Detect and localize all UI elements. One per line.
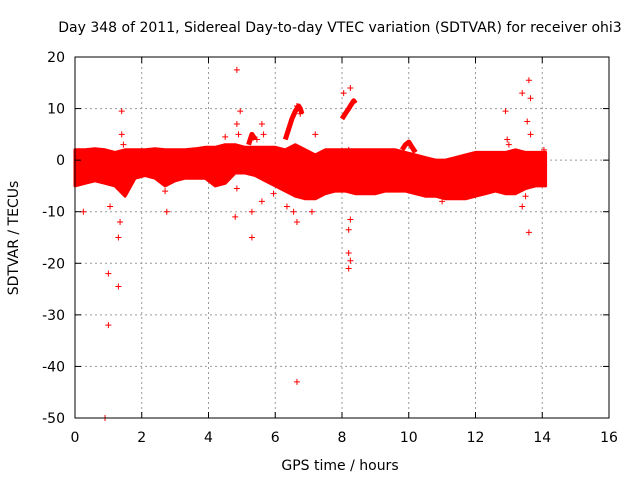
y-tick-label: -50 bbox=[42, 411, 65, 427]
excursion-hump-8h bbox=[339, 98, 358, 121]
data-point bbox=[502, 108, 509, 115]
axis-ticks: 0 2 4 6 8 10 12 14 16 -50 -40 -30 -20 -10 0 10 20 bbox=[42, 50, 618, 446]
data-point bbox=[283, 203, 290, 210]
y-tick-label: -30 bbox=[42, 308, 65, 324]
data-point bbox=[237, 108, 244, 115]
x-axis-title: GPS time / hours bbox=[281, 458, 398, 474]
data-point bbox=[525, 77, 532, 84]
y-tick-label: -20 bbox=[42, 256, 65, 272]
data-point bbox=[80, 208, 87, 215]
data-point bbox=[504, 136, 511, 143]
data-point bbox=[118, 108, 125, 115]
data-point bbox=[288, 167, 295, 174]
data-point bbox=[297, 110, 304, 117]
data-point bbox=[233, 66, 240, 73]
data-band bbox=[73, 143, 548, 201]
data-point bbox=[233, 121, 240, 128]
data-point bbox=[233, 185, 240, 192]
data-band-area bbox=[73, 143, 548, 201]
data-point bbox=[345, 226, 352, 233]
x-tick-label: 4 bbox=[204, 430, 213, 446]
data-points bbox=[80, 66, 547, 421]
data-point bbox=[107, 203, 114, 210]
data-point bbox=[340, 90, 347, 97]
excursion-shoulder-5h bbox=[246, 131, 258, 146]
data-point bbox=[118, 131, 125, 138]
data-point bbox=[312, 131, 319, 138]
data-point bbox=[527, 131, 534, 138]
data-point bbox=[525, 229, 532, 236]
x-tick-label: 14 bbox=[533, 430, 551, 446]
data-point bbox=[260, 131, 267, 138]
x-tick-label: 2 bbox=[137, 430, 146, 446]
y-tick-label: 10 bbox=[47, 102, 65, 118]
data-point bbox=[248, 208, 255, 215]
data-point bbox=[522, 193, 529, 200]
x-tick-label: 16 bbox=[600, 430, 618, 446]
data-point bbox=[115, 283, 122, 290]
data-point bbox=[290, 208, 297, 215]
data-point bbox=[347, 84, 354, 91]
data-point bbox=[115, 234, 122, 241]
data-point bbox=[515, 177, 522, 184]
data-point bbox=[500, 182, 507, 189]
data-point bbox=[105, 270, 112, 277]
data-point bbox=[120, 141, 127, 148]
data-point bbox=[117, 219, 124, 226]
data-point bbox=[345, 265, 352, 272]
data-point bbox=[505, 141, 512, 148]
x-tick-label: 12 bbox=[467, 430, 485, 446]
data-point bbox=[162, 188, 169, 195]
data-point bbox=[524, 118, 531, 125]
data-point bbox=[248, 234, 255, 241]
x-tick-label: 10 bbox=[400, 430, 418, 446]
y-tick-label: -40 bbox=[42, 359, 65, 375]
data-point bbox=[222, 133, 229, 140]
data-point bbox=[293, 378, 300, 385]
data-point bbox=[293, 219, 300, 226]
data-point bbox=[253, 136, 260, 143]
data-point bbox=[527, 95, 534, 102]
excursion-hump-6h bbox=[282, 103, 305, 141]
data-point bbox=[347, 257, 354, 264]
y-tick-label: -10 bbox=[42, 205, 65, 221]
x-tick-label: 0 bbox=[71, 430, 80, 446]
data-point bbox=[258, 121, 265, 128]
data-point bbox=[345, 146, 352, 153]
data-point bbox=[232, 213, 239, 220]
data-point bbox=[105, 322, 112, 329]
x-tick-label: 8 bbox=[338, 430, 347, 446]
data-point bbox=[347, 216, 354, 223]
data-point bbox=[258, 198, 265, 205]
data-point bbox=[235, 131, 242, 138]
data-point bbox=[270, 190, 277, 197]
data-point bbox=[345, 249, 352, 256]
data-point bbox=[163, 208, 170, 215]
data-point bbox=[519, 203, 526, 210]
y-tick-label: 0 bbox=[56, 153, 65, 169]
y-axis-title: SDTVAR / TECUs bbox=[6, 181, 22, 296]
data-point bbox=[293, 102, 300, 109]
chart-title: Day 348 of 2011, Sidereal Day-to-day VTE… bbox=[58, 20, 621, 36]
data-point bbox=[519, 90, 526, 97]
x-tick-label: 6 bbox=[271, 430, 280, 446]
data-point bbox=[308, 208, 315, 215]
data-point bbox=[540, 146, 547, 153]
excursion-shoulder-10h bbox=[400, 139, 418, 154]
data-point bbox=[439, 198, 446, 205]
y-tick-label: 20 bbox=[47, 50, 65, 66]
